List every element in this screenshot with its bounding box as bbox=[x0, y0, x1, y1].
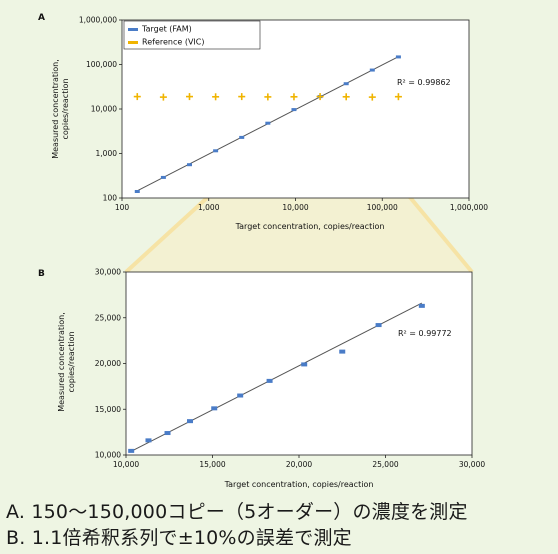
target-point-b bbox=[145, 438, 152, 443]
target-point bbox=[265, 121, 271, 125]
target-point-b bbox=[237, 393, 244, 398]
target-point bbox=[369, 68, 375, 72]
target-point bbox=[239, 135, 245, 139]
y-axis-label-b-line1: Measured concentration, bbox=[57, 312, 66, 412]
target-point-b bbox=[211, 406, 218, 411]
y-tick-label-a: 1,000,000 bbox=[79, 16, 117, 25]
reference-point bbox=[264, 93, 272, 101]
target-point bbox=[187, 163, 193, 167]
y-axis-label-b: Measured concentration, copies/reaction bbox=[57, 312, 76, 412]
target-point-b bbox=[164, 431, 171, 436]
panel-b-label: B bbox=[38, 269, 45, 279]
y-axis-label-a: Measured concentration, copies/reaction bbox=[51, 59, 70, 159]
reference-point bbox=[212, 93, 220, 101]
x-tick-label-a: 1,000 bbox=[198, 203, 220, 212]
legend: Target (FAM) Reference (VIC) bbox=[123, 20, 261, 50]
target-point-b bbox=[301, 362, 308, 367]
y-tick-label-a: 100 bbox=[103, 194, 118, 203]
y-axis-label-a-line1: Measured concentration, bbox=[51, 59, 60, 159]
x-tick-label-b: 10,000 bbox=[113, 460, 139, 469]
target-point bbox=[160, 175, 166, 179]
y-axis-label-b-line2: copies/reaction bbox=[67, 331, 76, 392]
target-point-b bbox=[339, 349, 346, 354]
y-tick-label-b: 10,000 bbox=[95, 451, 121, 460]
x-tick-label-a: 1,000,000 bbox=[450, 203, 488, 212]
y-tick-label-a: 100,000 bbox=[86, 60, 117, 69]
x-tick-label-a: 100 bbox=[115, 203, 130, 212]
reference-point bbox=[238, 93, 246, 101]
legend-label-reference: Reference (VIC) bbox=[142, 38, 205, 47]
y-tick-label-a: 1,000 bbox=[96, 149, 118, 158]
legend-box bbox=[123, 20, 261, 50]
target-point bbox=[213, 149, 219, 153]
panel-b: B 10,000 15,000 20,000 25,000 30,000 10,000 15… bbox=[38, 268, 485, 490]
x-tick-label-b: 20,000 bbox=[286, 460, 312, 469]
caption-a: A. 150～150,000コピー（5オーダー）の濃度を測定 bbox=[6, 501, 468, 523]
legend-label-target: Target (FAM) bbox=[141, 25, 192, 34]
target-point bbox=[395, 55, 401, 59]
fit-line-b bbox=[130, 302, 423, 452]
x-tick-label-b: 30,000 bbox=[459, 460, 485, 469]
target-point-b bbox=[375, 323, 382, 328]
target-point-b bbox=[418, 303, 425, 308]
y-axis-label-a-line2: copies/reaction bbox=[61, 78, 70, 139]
legend-swatch-reference bbox=[128, 41, 138, 44]
y-tick-label-b: 30,000 bbox=[95, 268, 121, 277]
panel-a-label: A bbox=[38, 13, 45, 23]
x-tick-label-a: 100,000 bbox=[367, 203, 398, 212]
caption-b: B. 1.1倍希釈系列で±10%の誤差で測定 bbox=[6, 527, 352, 549]
reference-point bbox=[368, 93, 376, 101]
y-tick-label-b: 15,000 bbox=[95, 405, 121, 414]
x-axis-label-b: Target concentration, copies/reaction bbox=[224, 480, 374, 489]
reference-point bbox=[159, 93, 167, 101]
y-tick-label-a: 10,000 bbox=[91, 105, 117, 114]
target-point-b bbox=[187, 419, 194, 424]
target-point-b bbox=[266, 378, 273, 383]
reference-point bbox=[133, 93, 141, 101]
y-tick-label-b: 25,000 bbox=[95, 313, 121, 322]
reference-point bbox=[394, 93, 402, 101]
y-tick-label-b: 20,000 bbox=[95, 359, 121, 368]
target-point bbox=[343, 82, 349, 86]
r-squared-b: R² = 0.99772 bbox=[398, 329, 452, 338]
x-tick-label-a: 10,000 bbox=[282, 203, 308, 212]
x-tick-label-b: 15,000 bbox=[199, 460, 225, 469]
x-tick-label-b: 25,000 bbox=[372, 460, 398, 469]
reference-point bbox=[186, 93, 194, 101]
x-axis-label-a: Target concentration, copies/reaction bbox=[235, 222, 385, 231]
reference-point bbox=[316, 93, 324, 101]
target-point-b bbox=[128, 448, 135, 453]
r-squared-a: R² = 0.99862 bbox=[397, 78, 451, 87]
target-point bbox=[134, 189, 140, 193]
target-point bbox=[291, 108, 297, 112]
reference-point bbox=[342, 93, 350, 101]
panel-a: A 100 1,000 10,000 100,000 1,000,000 100 1,000… bbox=[38, 13, 488, 231]
legend-swatch-target bbox=[128, 28, 138, 31]
reference-point bbox=[290, 93, 298, 101]
